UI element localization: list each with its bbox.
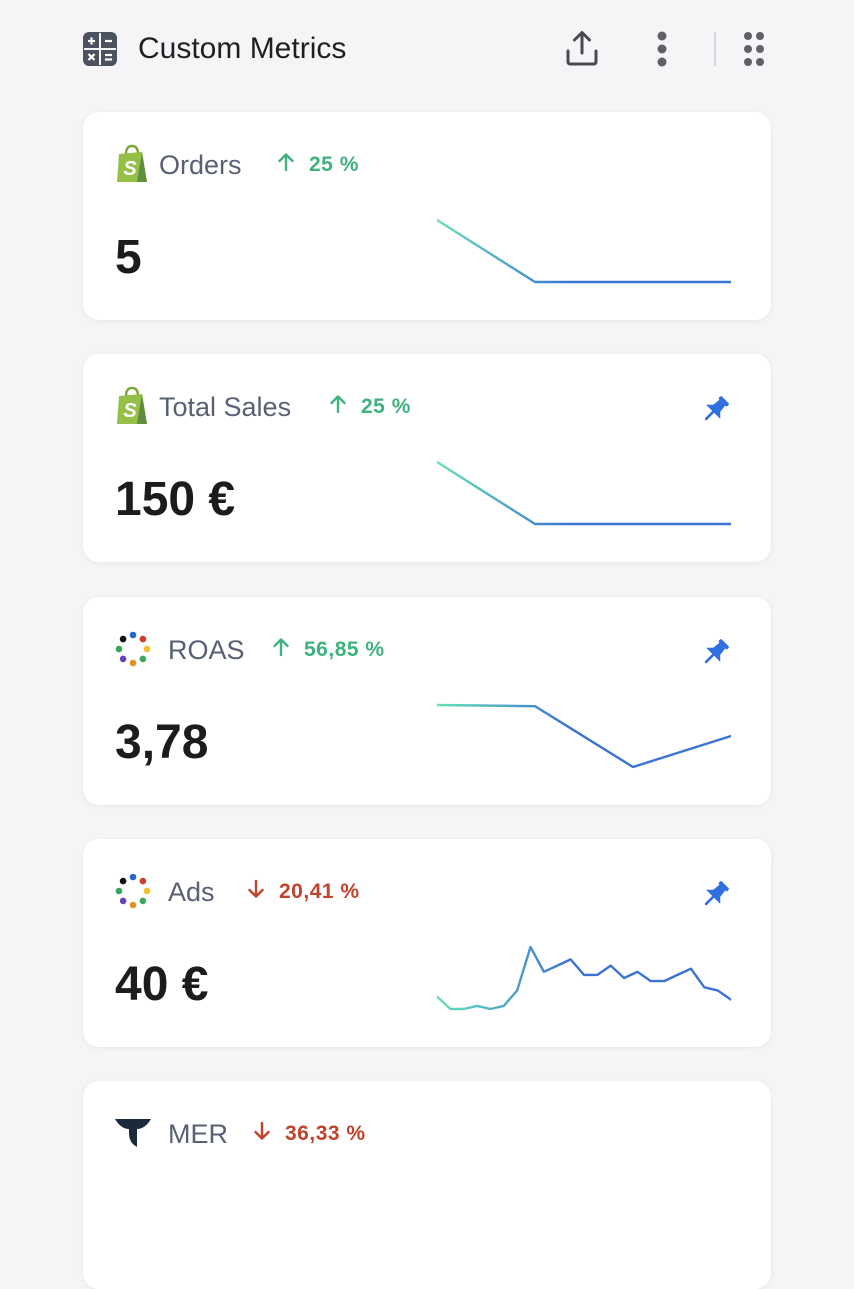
pin-icon[interactable] bbox=[699, 635, 733, 669]
svg-text:S: S bbox=[123, 400, 137, 422]
metric-card-mer[interactable]: MER 36,33 % bbox=[83, 1081, 771, 1289]
metric-change: 20,41 % bbox=[245, 877, 360, 907]
sparkline-series bbox=[437, 703, 731, 769]
metric-card-total-sales[interactable]: S Total Sales 25 % 150 € bbox=[83, 354, 771, 562]
metric-name: Total Sales bbox=[159, 392, 292, 422]
drag-handle-icon[interactable] bbox=[740, 30, 768, 68]
calculator-icon bbox=[83, 32, 117, 66]
page-title: Custom Metrics bbox=[138, 32, 347, 65]
sparkline-series bbox=[437, 945, 731, 1011]
arrow-down-icon bbox=[245, 878, 267, 900]
metric-change: 36,33 % bbox=[251, 1119, 366, 1149]
shopify-bag-icon: S bbox=[113, 386, 153, 426]
svg-text:S: S bbox=[123, 158, 137, 180]
metric-name: Orders bbox=[159, 150, 242, 180]
header: Custom Metrics bbox=[82, 28, 772, 70]
more-vertical-icon[interactable] bbox=[648, 30, 676, 68]
metric-value: 40 € bbox=[115, 958, 209, 1011]
arrow-down-icon bbox=[251, 1120, 273, 1142]
multicolor-dots-icon bbox=[113, 629, 153, 669]
sparkline-chart bbox=[437, 945, 731, 1011]
pin-icon[interactable] bbox=[699, 877, 733, 911]
shopify-bag-icon: S bbox=[113, 144, 153, 184]
sparkline-chart bbox=[437, 460, 731, 526]
multicolor-dots-icon bbox=[113, 871, 153, 911]
metric-card-ads[interactable]: Ads 20,41 % 40 € bbox=[83, 839, 771, 1047]
arrow-up-icon bbox=[327, 393, 349, 415]
metric-change: 56,85 % bbox=[270, 635, 385, 665]
triple-whale-icon bbox=[113, 1113, 153, 1153]
metric-value: 150 € bbox=[115, 473, 236, 526]
metric-change: 25 % bbox=[327, 392, 411, 422]
metric-change: 25 % bbox=[275, 150, 359, 180]
metric-name: MER bbox=[168, 1119, 228, 1149]
sparkline-series bbox=[437, 218, 731, 284]
metric-name: ROAS bbox=[168, 635, 245, 665]
arrow-up-icon bbox=[275, 151, 297, 173]
metric-name: Ads bbox=[168, 877, 215, 907]
share-icon[interactable] bbox=[562, 28, 602, 68]
header-divider bbox=[714, 32, 716, 66]
metric-card-orders[interactable]: S Orders 25 % 5 bbox=[83, 112, 771, 320]
metric-value: 3,78 bbox=[115, 716, 209, 769]
sparkline-series bbox=[437, 460, 731, 526]
metric-value: 5 bbox=[115, 231, 142, 284]
sparkline-chart bbox=[437, 703, 731, 769]
sparkline-chart bbox=[437, 218, 731, 284]
pin-icon[interactable] bbox=[699, 392, 733, 426]
arrow-up-icon bbox=[270, 636, 292, 658]
metric-card-roas[interactable]: ROAS 56,85 % 3,78 bbox=[83, 597, 771, 805]
